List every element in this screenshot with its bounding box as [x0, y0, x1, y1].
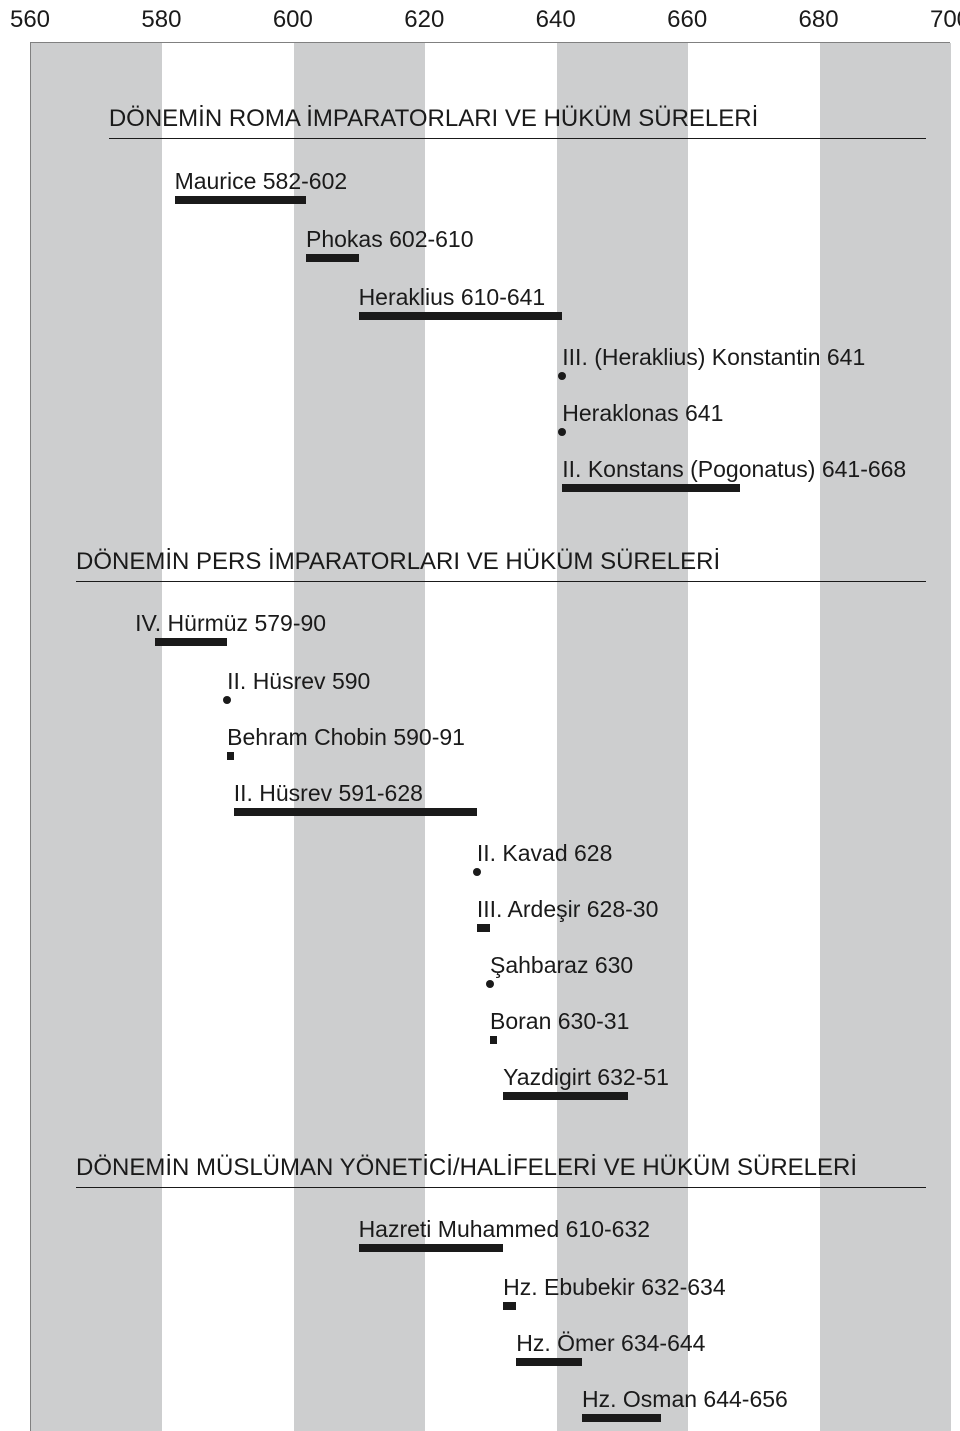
entry-bar	[155, 638, 227, 646]
entry-label: III. (Heraklius) Konstantin 641	[562, 344, 865, 371]
timeline-band	[688, 43, 819, 1431]
axis-tick-label: 560	[10, 6, 50, 34]
entry-dot	[486, 980, 494, 988]
entry-bar	[477, 924, 490, 932]
entry-label: Heraklius 610-641	[359, 284, 546, 311]
entry-bar	[175, 196, 306, 204]
timeline-container: 560 580 600 620 640 660 680 700 DÖNEMİN ROMA İMP…	[0, 0, 960, 1431]
section-rule	[76, 581, 926, 582]
section-title-musluman: DÖNEMİN MÜSLÜMAN YÖNETİCİ/HALİFELERİ VE …	[76, 1154, 857, 1182]
entry-bar	[227, 752, 234, 760]
section-rule	[109, 138, 926, 139]
entry-label: Maurice 582-602	[175, 168, 348, 195]
axis-tick-label: 600	[273, 6, 313, 34]
entry-dot	[473, 868, 481, 876]
section-title-pers: DÖNEMİN PERS İMPARATORLARI VE HÜKÜM SÜRE…	[76, 548, 720, 576]
entry-label: Yazdigirt 632-51	[503, 1064, 669, 1091]
entry-bar	[306, 254, 359, 262]
entry-label: Şahbaraz 630	[490, 952, 633, 979]
entry-label: II. Hüsrev 591-628	[234, 780, 423, 807]
axis-tick-label: 700	[930, 6, 960, 34]
entry-label: Boran 630-31	[490, 1008, 629, 1035]
entry-label: II. Konstans (Pogonatus) 641-668	[562, 456, 906, 483]
entry-label: Hz. Osman 644-656	[582, 1386, 788, 1413]
timeline-band	[820, 43, 951, 1431]
entry-label: Hz. Ömer 634-644	[516, 1330, 705, 1357]
section-rule	[76, 1187, 926, 1188]
entry-bar	[234, 808, 477, 816]
entry-bar	[503, 1302, 516, 1310]
entry-bar	[359, 1244, 504, 1252]
entry-label: II. Hüsrev 590	[227, 668, 370, 695]
section-title-roma: DÖNEMİN ROMA İMPARATORLARI VE HÜKÜM SÜRE…	[109, 105, 758, 133]
entry-label: Heraklonas 641	[562, 400, 723, 427]
entry-label: IV. Hürmüz 579-90	[135, 610, 326, 637]
axis-tick-label: 640	[536, 6, 576, 34]
entry-bar	[582, 1414, 661, 1422]
axis-tick-label: 680	[799, 6, 839, 34]
entry-label: Phokas 602-610	[306, 226, 474, 253]
axis-tick-label: 620	[404, 6, 444, 34]
entry-label: Hazreti Muhammed 610-632	[359, 1216, 650, 1243]
axis-tick-label: 660	[667, 6, 707, 34]
timeline-band	[31, 43, 162, 1431]
entry-label: Behram Chobin 590-91	[227, 724, 465, 751]
axis-tick-label: 580	[141, 6, 181, 34]
entry-bar	[516, 1358, 582, 1366]
entry-label: III. Ardeşir 628-30	[477, 896, 659, 923]
entry-bar	[490, 1036, 497, 1044]
entry-label: Hz. Ebubekir 632-634	[503, 1274, 725, 1301]
entry-bar	[503, 1092, 628, 1100]
entry-label: II. Kavad 628	[477, 840, 613, 867]
entry-bar	[562, 484, 739, 492]
entry-bar	[359, 312, 563, 320]
